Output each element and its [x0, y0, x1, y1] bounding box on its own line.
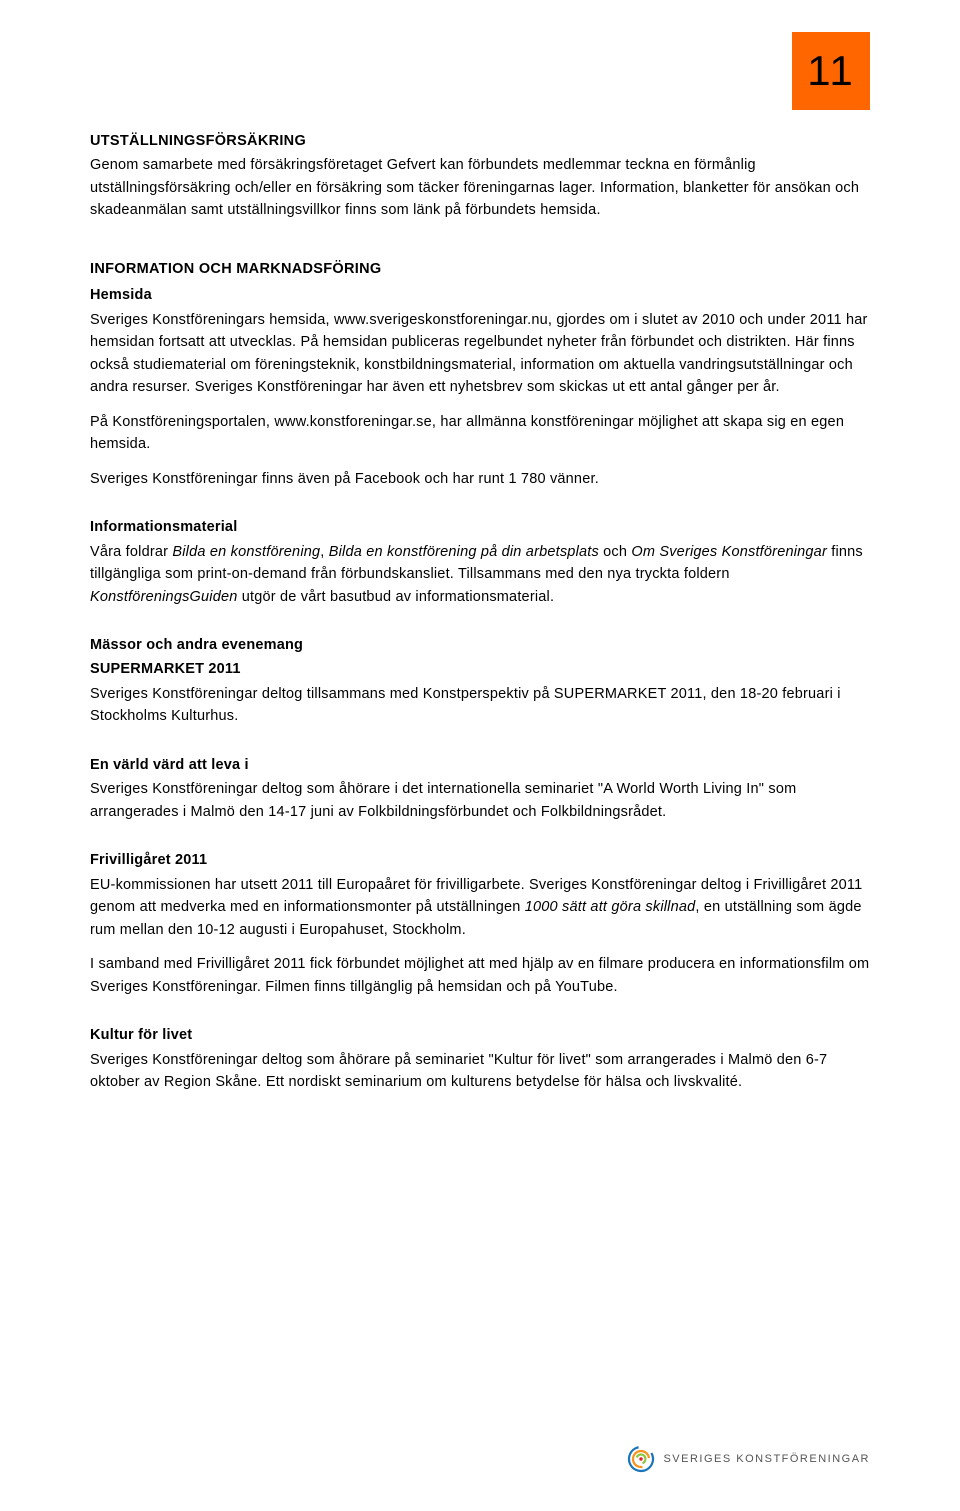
heading-massor: Mässor och andra evenemang — [90, 634, 870, 656]
italic-title-1: Bilda en konstförening — [172, 544, 320, 560]
text-segment: och — [599, 544, 631, 560]
heading-utstallningsforsakring: UTSTÄLLNINGSFÖRSÄKRING — [90, 130, 870, 152]
text-segment: , — [320, 544, 328, 560]
heading-frivilligaret: Frivilligåret 2011 — [90, 849, 870, 871]
section-frivilligaret: Frivilligåret 2011 EU-kommissionen har u… — [90, 849, 870, 998]
body-utstallningsforsakring: Genom samarbete med försäkringsföretaget… — [90, 154, 870, 221]
text-segment: Våra foldrar — [90, 544, 172, 560]
heading-kultur: Kultur för livet — [90, 1024, 870, 1046]
heading-varld: En värld värd att leva i — [90, 754, 870, 776]
subheading-hemsida: Hemsida — [90, 284, 870, 306]
content-area: UTSTÄLLNINGSFÖRSÄKRING Genom samarbete m… — [90, 60, 870, 1093]
italic-title-2: Bilda en konstförening på din arbetsplat… — [329, 544, 599, 560]
body-frivilligaret-1: EU-kommissionen har utsett 2011 till Eur… — [90, 874, 870, 941]
logo-icon — [627, 1445, 655, 1473]
body-massor: Sveriges Konstföreningar deltog tillsamm… — [90, 683, 870, 728]
body-varld: Sveriges Konstföreningar deltog som åhör… — [90, 778, 870, 823]
italic-title-5: 1000 sätt att göra skillnad — [525, 899, 696, 915]
subheading-supermarket: SUPERMARKET 2011 — [90, 658, 870, 680]
body-hemsida-2: På Konstföreningsportalen, www.konstfore… — [90, 411, 870, 456]
section-massor: Mässor och andra evenemang SUPERMARKET 2… — [90, 634, 870, 728]
footer-text: SVERIGES KONSTFÖRENINGAR — [663, 1453, 870, 1465]
section-varld: En värld värd att leva i Sveriges Konstf… — [90, 754, 870, 823]
footer-logo: SVERIGES KONSTFÖRENINGAR — [627, 1445, 870, 1473]
body-frivilligaret-2: I samband med Frivilligåret 2011 fick fö… — [90, 953, 870, 998]
heading-info-marknadsforing: INFORMATION OCH MARKNADSFÖRING — [90, 258, 870, 280]
text-segment: utgör de vårt basutbud av informationsma… — [238, 589, 555, 605]
body-kultur: Sveriges Konstföreningar deltog som åhör… — [90, 1049, 870, 1094]
section-info-marknadsforing: INFORMATION OCH MARKNADSFÖRING Hemsida S… — [90, 258, 870, 490]
italic-title-4: KonstföreningsGuiden — [90, 589, 238, 605]
section-utstallningsforsakring: UTSTÄLLNINGSFÖRSÄKRING Genom samarbete m… — [90, 130, 870, 222]
document-page: 11 UTSTÄLLNINGSFÖRSÄKRING Genom samarbet… — [0, 0, 960, 1511]
body-hemsida-1: Sveriges Konstföreningars hemsida, www.s… — [90, 309, 870, 399]
body-informationsmaterial: Våra foldrar Bilda en konstförening, Bil… — [90, 541, 870, 608]
body-hemsida-3: Sveriges Konstföreningar finns även på F… — [90, 468, 870, 490]
page-number-box: 11 — [792, 32, 870, 110]
italic-title-3: Om Sveriges Konstföreningar — [631, 544, 827, 560]
page-number: 11 — [807, 47, 855, 95]
section-informationsmaterial: Informationsmaterial Våra foldrar Bilda … — [90, 516, 870, 608]
section-kultur: Kultur för livet Sveriges Konstföreninga… — [90, 1024, 870, 1093]
heading-informationsmaterial: Informationsmaterial — [90, 516, 870, 538]
